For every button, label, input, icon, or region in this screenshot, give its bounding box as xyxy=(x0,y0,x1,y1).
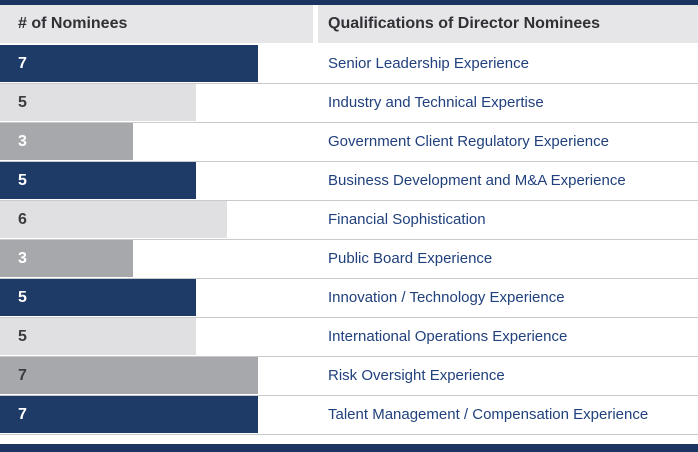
nominee-count-bar: 5 xyxy=(0,84,196,121)
nominee-count-value: 5 xyxy=(18,288,27,306)
table-header: # of Nominees Qualifications of Director… xyxy=(0,5,698,43)
nominee-count-bar: 5 xyxy=(0,279,196,316)
nominee-count-bar: 3 xyxy=(0,123,133,160)
table-row: 7 Talent Management / Compensation Experi… xyxy=(0,396,698,435)
table-row: 7 Risk Oversight Experience xyxy=(0,357,698,396)
table-row: 5 International Operations Experience xyxy=(0,318,698,357)
table-row: 5 Business Development and M&A Experience xyxy=(0,162,698,201)
qualification-label: Public Board Experience xyxy=(328,250,493,267)
nominee-count-value: 7 xyxy=(18,366,27,384)
nominee-count-value: 5 xyxy=(18,327,27,345)
qualification-label: Innovation / Technology Experience xyxy=(328,289,565,306)
qualification-label: Government Client Regulatory Experience xyxy=(328,133,609,150)
nominee-count-value: 7 xyxy=(18,405,27,423)
nominee-count-bar: 7 xyxy=(0,357,258,394)
nominee-count-bar: 5 xyxy=(0,318,196,355)
table-row: 7 Senior Leadership Experience xyxy=(0,45,698,84)
qualification-label: International Operations Experience xyxy=(328,328,568,345)
nominee-count-bar: 5 xyxy=(0,162,196,199)
header-qualifications: Qualifications of Director Nominees xyxy=(318,5,698,43)
nominee-count-value: 3 xyxy=(18,132,27,150)
header-nominee-count: # of Nominees xyxy=(0,5,313,43)
qualification-label: Financial Sophistication xyxy=(328,211,486,228)
table-row: 5 Industry and Technical Expertise xyxy=(0,84,698,123)
table-row: 3 Government Client Regulatory Experience xyxy=(0,123,698,162)
nominee-count-value: 5 xyxy=(18,171,27,189)
nominee-count-bar: 7 xyxy=(0,45,258,82)
nominee-count-bar: 3 xyxy=(0,240,133,277)
table-row: 5 Innovation / Technology Experience xyxy=(0,279,698,318)
rows: 7 Senior Leadership Experience 5 Industry a… xyxy=(0,45,698,435)
qualification-label: Talent Management / Compensation Experie… xyxy=(328,406,649,423)
nominee-count-bar: 6 xyxy=(0,201,227,238)
top-border-rule xyxy=(0,0,698,5)
qualification-label: Risk Oversight Experience xyxy=(328,367,505,384)
qualification-label: Industry and Technical Expertise xyxy=(328,94,544,111)
bottom-border-rule xyxy=(0,444,698,452)
qualification-label: Senior Leadership Experience xyxy=(328,55,529,72)
table-row: 6 Financial Sophistication xyxy=(0,201,698,240)
nominee-count-value: 3 xyxy=(18,249,27,267)
nominee-count-value: 6 xyxy=(18,210,27,228)
nominee-count-bar: 7 xyxy=(0,396,258,433)
qualification-label: Business Development and M&A Experience xyxy=(328,172,626,189)
nominee-count-value: 7 xyxy=(18,54,27,72)
header-column-gap xyxy=(313,5,318,43)
nominee-count-value: 5 xyxy=(18,93,27,111)
table-row: 3 Public Board Experience xyxy=(0,240,698,279)
